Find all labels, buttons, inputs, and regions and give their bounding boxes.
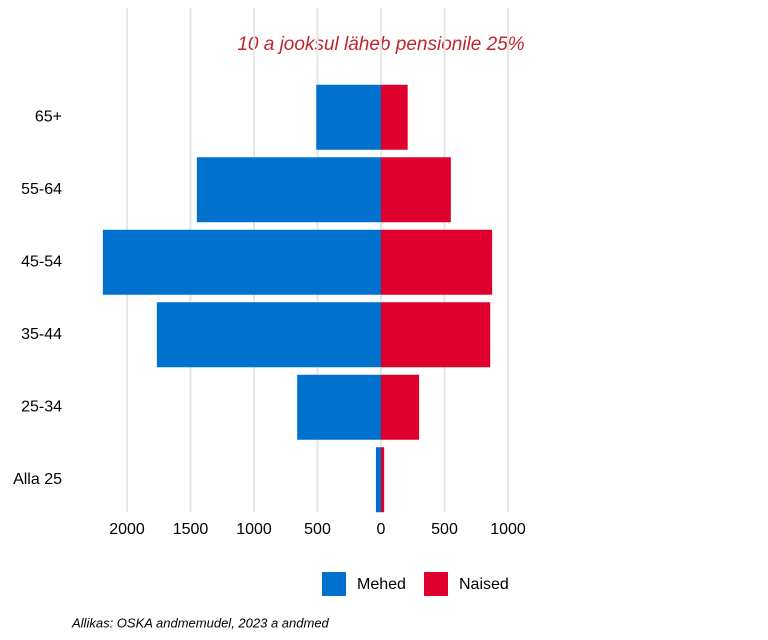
x-tick-label: 1000 — [236, 521, 272, 538]
legend-swatch — [322, 572, 346, 596]
bar — [381, 302, 491, 368]
x-tick-label: 1000 — [490, 521, 526, 538]
bar — [375, 447, 381, 513]
bar — [381, 229, 493, 295]
x-tick-label: 1500 — [173, 521, 209, 538]
y-tick-label: 45-54 — [21, 253, 62, 270]
legend-label: Naised — [459, 576, 509, 593]
y-tick-label: 65+ — [35, 108, 62, 125]
bar — [316, 84, 381, 150]
bar — [297, 374, 381, 440]
bar — [102, 229, 382, 295]
y-tick-label: Alla 25 — [13, 471, 62, 488]
legend-label: Mehed — [357, 576, 406, 593]
y-tick-label: 55-64 — [21, 181, 62, 198]
y-tick-label: 35-44 — [21, 326, 62, 343]
bar — [381, 374, 420, 440]
bar — [381, 84, 408, 150]
legend-swatch — [424, 572, 448, 596]
source-note: Allikas: OSKA andmemudel, 2023 a andmed — [71, 615, 330, 630]
bar — [196, 157, 381, 223]
x-tick-label: 500 — [431, 521, 458, 538]
x-tick-label: 500 — [304, 521, 331, 538]
bar — [381, 447, 385, 513]
bar — [381, 157, 451, 223]
x-tick-label: 0 — [377, 521, 386, 538]
x-tick-label: 2000 — [109, 521, 145, 538]
bar — [156, 302, 381, 368]
y-tick-label: 25-34 — [21, 398, 62, 415]
